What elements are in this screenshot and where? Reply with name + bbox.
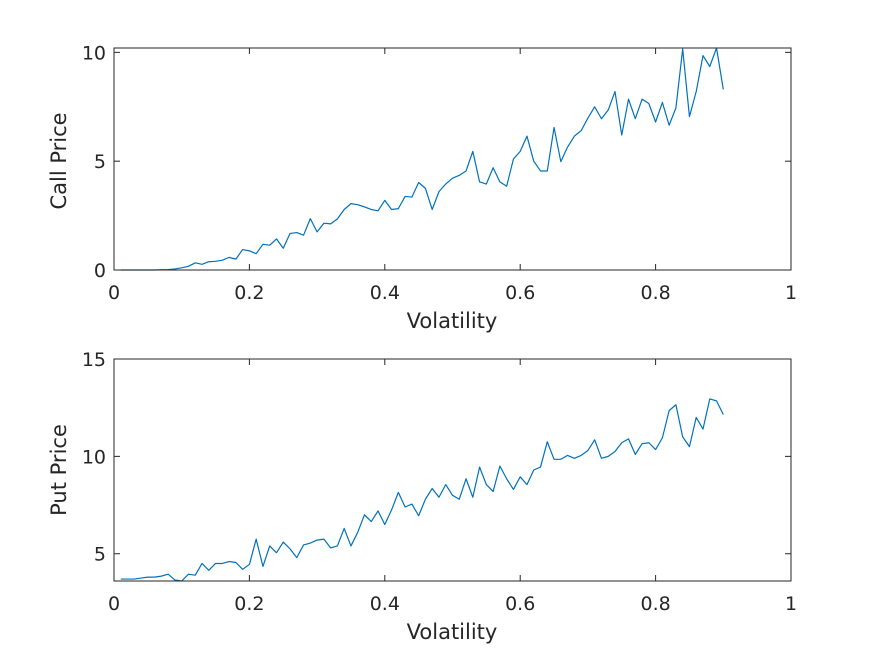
call-x-tick-label: 0.4 xyxy=(370,282,400,304)
put-x-tick-label: 0 xyxy=(108,593,120,615)
put-x-tick-label: 0.8 xyxy=(640,593,670,615)
call-x-tick-label: 0.2 xyxy=(234,282,264,304)
put-x-tick-label: 0.6 xyxy=(505,593,535,615)
call-y-tick-label: 5 xyxy=(94,151,106,173)
call-price-series-line xyxy=(120,47,724,271)
put-y-tick-label: 5 xyxy=(94,544,106,566)
call-axes-box xyxy=(113,47,792,271)
call-y-tick-label: 0 xyxy=(94,260,106,282)
put-y-tick-label: 15 xyxy=(82,349,106,371)
call-y-tick-label: 10 xyxy=(82,42,106,64)
put-x-tick-label: 0.2 xyxy=(234,593,264,615)
put-x-tick-label: 0.4 xyxy=(370,593,400,615)
put-xlabel: Volatility xyxy=(407,620,498,644)
put-price-series-line xyxy=(120,398,724,582)
put-ylabel: Put Price xyxy=(47,424,71,516)
put-axes-box xyxy=(113,358,792,582)
call-ylabel: Call Price xyxy=(47,112,71,209)
put-x-tick-label: 1 xyxy=(785,593,797,615)
call-xlabel: Volatility xyxy=(407,309,498,333)
call-x-tick-label: 0.8 xyxy=(640,282,670,304)
call-x-tick-label: 0.6 xyxy=(505,282,535,304)
call-x-tick-label: 0 xyxy=(108,282,120,304)
call-x-tick-label: 1 xyxy=(785,282,797,304)
put-y-tick-label: 10 xyxy=(82,446,106,468)
